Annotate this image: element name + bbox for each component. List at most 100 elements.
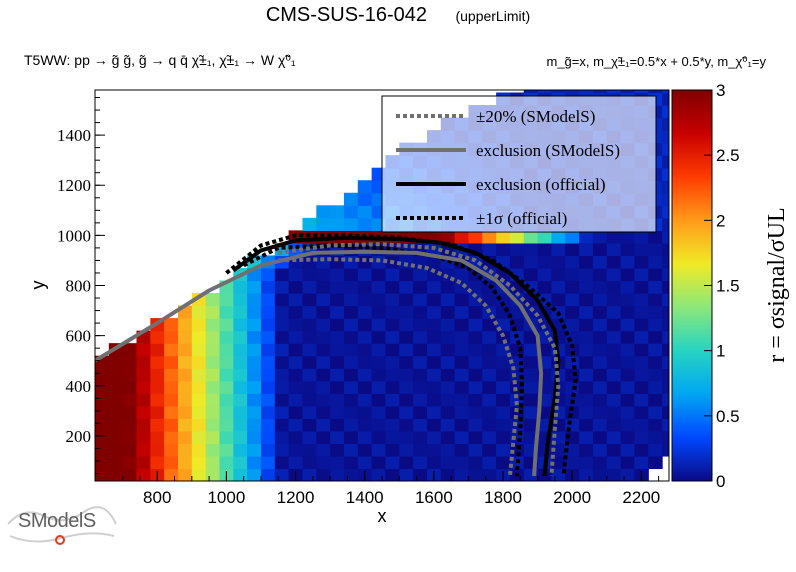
heatmap-cell (440, 380, 456, 394)
heatmap-cell (523, 230, 539, 244)
heatmap-cell (247, 293, 262, 307)
heatmap-cell (634, 343, 649, 357)
heatmap-cell (316, 305, 331, 319)
heatmap-cell (95, 380, 110, 394)
heatmap-cell (191, 305, 207, 319)
heatmap-cell (219, 343, 234, 357)
heatmap-cell (579, 230, 594, 244)
heatmap-cell (95, 430, 110, 445)
heatmap-cell (440, 430, 456, 445)
y-tick-label: 200 (66, 427, 92, 446)
color-scale-tick-label: 0.5 (716, 407, 740, 426)
color-scale-tick-label: 2 (716, 211, 725, 230)
heatmap-cell (150, 380, 165, 394)
heatmap-cell (247, 330, 262, 344)
heatmap-cell (523, 343, 539, 357)
heatmap-cell (523, 393, 539, 407)
heatmap-cell (482, 443, 497, 457)
heatmap-cell (662, 430, 669, 445)
heatmap-cell (454, 418, 470, 432)
heatmap-cell (620, 443, 636, 457)
heatmap-cell (592, 330, 608, 344)
heatmap-cell (260, 280, 276, 294)
heatmap-cell (316, 380, 331, 394)
heatmap-cell (606, 380, 622, 394)
heatmap-cell (288, 267, 304, 282)
heatmap-cell (606, 318, 622, 332)
heatmap-cell (233, 305, 248, 319)
heatmap-cell (371, 293, 387, 307)
heatmap-cell (219, 418, 234, 432)
heatmap-cell (205, 430, 221, 445)
heatmap-cell (634, 255, 649, 269)
heatmap-cell (274, 418, 290, 432)
heatmap-cell (579, 443, 594, 457)
heatmap-cell (592, 380, 608, 394)
heatmap-cell (357, 430, 373, 445)
heatmap-cell (136, 455, 151, 470)
heatmap-cell (136, 393, 151, 407)
heatmap-cell (302, 430, 317, 445)
heatmap-cell (302, 380, 317, 394)
heatmap-cell (662, 255, 669, 269)
y-tick-label: 1200 (57, 176, 91, 195)
heatmap-cell (413, 280, 428, 294)
heatmap-cell (565, 343, 580, 357)
heatmap-cell (551, 267, 566, 282)
heatmap-cell (233, 343, 248, 357)
heatmap-cell (413, 255, 428, 269)
heatmap-cell (177, 405, 193, 419)
heatmap-cell (592, 430, 608, 445)
heatmap-cell (579, 380, 594, 394)
heatmap-cell (606, 255, 622, 269)
heatmap-cell (440, 293, 456, 307)
heatmap-cell (440, 468, 456, 481)
heatmap-cell (620, 242, 636, 257)
heatmap-cell (122, 468, 138, 481)
heatmap-cell (662, 305, 669, 319)
heatmap-cell (233, 330, 248, 344)
heatmap-cell (136, 443, 151, 457)
heatmap-cell (399, 267, 414, 282)
heatmap-cell (316, 205, 331, 219)
heatmap-cell (330, 330, 345, 344)
heatmap-cell (260, 267, 276, 282)
heatmap-cell (164, 318, 179, 332)
heatmap-cell (579, 293, 594, 307)
heatmap-cell (426, 330, 442, 344)
heatmap-cell (95, 393, 110, 407)
heatmap-cell (205, 455, 221, 470)
heatmap-cell (606, 405, 622, 419)
contour-line (278, 257, 519, 477)
heatmap-cell (399, 393, 414, 407)
heatmap-cell (620, 368, 636, 382)
heatmap-cell (343, 267, 359, 282)
heatmap-cell (205, 355, 221, 369)
heatmap-cell (482, 468, 497, 481)
color-scale-tick-label: 1 (716, 342, 725, 361)
heatmap-cell (496, 443, 511, 457)
heatmap-cell (95, 405, 110, 419)
heatmap-cell (565, 430, 580, 445)
heatmap-cell (634, 305, 649, 319)
heatmap-cell (233, 293, 248, 307)
heatmap-cell (537, 280, 553, 294)
heatmap-cell (496, 430, 511, 445)
heatmap-cell (440, 330, 456, 344)
heatmap-cell (108, 468, 124, 481)
heatmap-cell (648, 355, 663, 369)
heatmap-cell (662, 418, 669, 432)
heatmap-cell (579, 242, 594, 257)
heatmap-cell (247, 418, 262, 432)
heatmap-cell (343, 455, 359, 470)
heatmap-cell (357, 318, 373, 332)
heatmap-cell (233, 405, 248, 419)
heatmap-cell (509, 230, 525, 244)
heatmap-cell (302, 293, 317, 307)
heatmap-cell (648, 255, 663, 269)
heatmap-cell (496, 330, 511, 344)
heatmap-cell (343, 192, 359, 206)
x-tick-label: 1200 (277, 488, 315, 507)
heatmap-cell (357, 443, 373, 457)
contour-line (278, 242, 561, 477)
